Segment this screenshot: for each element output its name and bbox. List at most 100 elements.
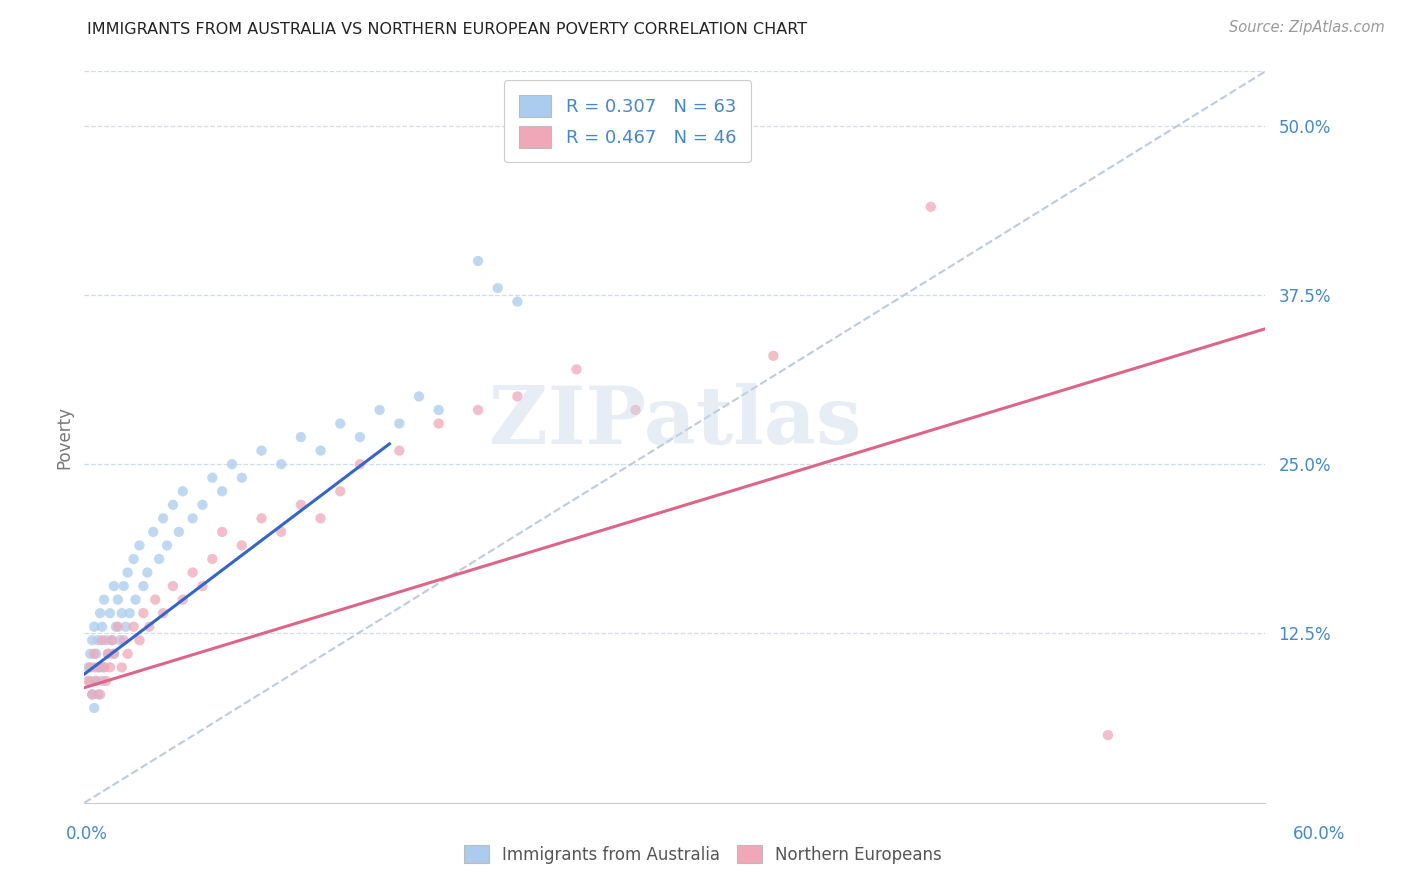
- Point: [920, 200, 942, 214]
- Point: [172, 592, 194, 607]
- Point: [87, 633, 110, 648]
- Point: [231, 538, 253, 552]
- Point: [250, 511, 273, 525]
- Point: [77, 660, 100, 674]
- Text: 0.0%: 0.0%: [66, 825, 108, 843]
- Point: [167, 524, 190, 539]
- Point: [93, 660, 115, 674]
- Point: [486, 281, 509, 295]
- Point: [87, 660, 110, 674]
- Point: [329, 417, 352, 431]
- Point: [143, 592, 166, 607]
- Point: [94, 673, 117, 688]
- Point: [101, 633, 124, 648]
- Point: [122, 620, 145, 634]
- Point: [162, 579, 184, 593]
- Point: [221, 457, 243, 471]
- Point: [87, 688, 110, 702]
- Point: [101, 633, 124, 648]
- Point: [172, 484, 194, 499]
- Point: [368, 403, 391, 417]
- Point: [152, 511, 174, 525]
- Point: [98, 660, 121, 674]
- Point: [103, 579, 125, 593]
- Point: [84, 647, 107, 661]
- Point: [117, 647, 139, 661]
- Text: 60.0%: 60.0%: [1292, 825, 1346, 843]
- Point: [201, 471, 224, 485]
- Point: [128, 538, 150, 552]
- Point: [89, 606, 111, 620]
- Point: [104, 620, 127, 634]
- Point: [408, 389, 430, 403]
- Point: [77, 673, 100, 688]
- Point: [349, 430, 371, 444]
- Point: [107, 592, 129, 607]
- Point: [89, 688, 111, 702]
- Point: [82, 688, 104, 702]
- Point: [94, 633, 117, 648]
- Point: [132, 579, 155, 593]
- Y-axis label: Poverty: Poverty: [55, 406, 73, 468]
- Point: [79, 647, 101, 661]
- Point: [112, 633, 135, 648]
- Text: IMMIGRANTS FROM AUSTRALIA VS NORTHERN EUROPEAN POVERTY CORRELATION CHART: IMMIGRANTS FROM AUSTRALIA VS NORTHERN EU…: [87, 22, 807, 37]
- Point: [79, 660, 101, 674]
- Point: [111, 660, 134, 674]
- Point: [82, 688, 104, 702]
- Point: [506, 294, 529, 309]
- Point: [290, 430, 312, 444]
- Point: [122, 552, 145, 566]
- Point: [506, 389, 529, 403]
- Point: [83, 660, 105, 674]
- Point: [762, 349, 785, 363]
- Point: [156, 538, 179, 552]
- Point: [103, 647, 125, 661]
- Point: [97, 647, 120, 661]
- Point: [309, 443, 332, 458]
- Point: [93, 660, 115, 674]
- Legend: Immigrants from Australia, Northern Europeans: Immigrants from Australia, Northern Euro…: [457, 838, 949, 871]
- Point: [181, 511, 204, 525]
- Point: [89, 660, 111, 674]
- Point: [117, 566, 139, 580]
- Point: [118, 606, 141, 620]
- Point: [191, 579, 214, 593]
- Point: [211, 524, 233, 539]
- Point: [91, 633, 114, 648]
- Point: [211, 484, 233, 499]
- Point: [624, 403, 647, 417]
- Point: [162, 498, 184, 512]
- Point: [142, 524, 165, 539]
- Point: [565, 362, 588, 376]
- Legend: R = 0.307   N = 63, R = 0.467   N = 46: R = 0.307 N = 63, R = 0.467 N = 46: [505, 80, 751, 162]
- Point: [98, 606, 121, 620]
- Point: [191, 498, 214, 512]
- Point: [349, 457, 371, 471]
- Point: [388, 417, 411, 431]
- Point: [132, 606, 155, 620]
- Point: [250, 443, 273, 458]
- Point: [112, 579, 135, 593]
- Point: [124, 592, 146, 607]
- Point: [427, 403, 450, 417]
- Point: [82, 633, 104, 648]
- Point: [201, 552, 224, 566]
- Point: [467, 254, 489, 268]
- Point: [91, 673, 114, 688]
- Point: [84, 673, 107, 688]
- Point: [136, 566, 159, 580]
- Point: [270, 457, 292, 471]
- Point: [91, 620, 114, 634]
- Point: [83, 620, 105, 634]
- Point: [111, 606, 134, 620]
- Point: [388, 443, 411, 458]
- Point: [84, 673, 107, 688]
- Point: [152, 606, 174, 620]
- Point: [97, 647, 120, 661]
- Point: [1097, 728, 1119, 742]
- Point: [107, 620, 129, 634]
- Text: ZIPatlas: ZIPatlas: [489, 384, 860, 461]
- Point: [79, 673, 101, 688]
- Point: [148, 552, 170, 566]
